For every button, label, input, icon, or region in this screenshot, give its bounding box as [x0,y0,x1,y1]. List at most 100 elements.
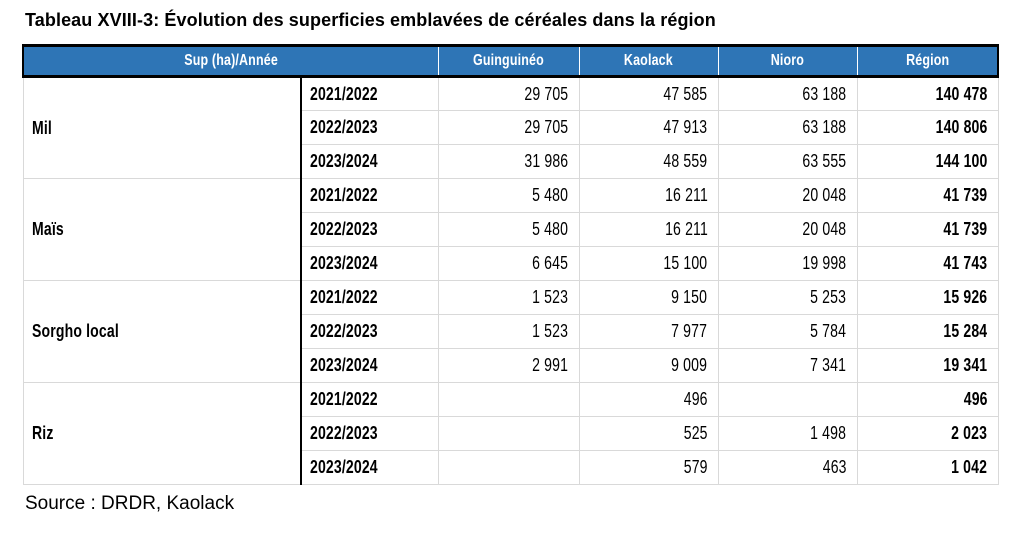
value: 41 739 [943,185,988,205]
value-cell: 9 150 [578,280,719,315]
table-row: 2022/2023 1 523 7 977 5 784 15 284 [23,314,999,349]
value: 7 341 [810,355,847,375]
value-cell: 48 559 [578,144,719,179]
value: 31 986 [524,151,569,171]
value: 16 211 [664,219,708,239]
value-cell: 7 341 [717,348,858,383]
table-row: 2022/2023 5 480 16 211 20 048 41 739 [23,212,999,247]
value-cell: 31 986 [437,144,580,179]
value: 1 523 [532,321,569,341]
crop-name: Sorgho local [31,321,119,341]
value: 63 188 [802,83,847,104]
year-cell: 2021/2022 [300,178,439,213]
value: 1 523 [532,287,569,307]
column-header-region: Région [856,44,1000,78]
value: 525 [683,423,708,443]
column-header-kaolack: Kaolack [578,44,719,78]
year-cell: 2021/2022 [300,382,439,417]
value-cell: 1 523 [437,280,580,315]
year-label: 2022/2023 [310,423,378,443]
value: 47 913 [663,117,708,137]
region-total-cell: 1 042 [856,450,999,485]
column-header-label: Kaolack [624,52,674,69]
column-header-label: Région [905,52,949,69]
region-total-cell: 2 023 [856,416,999,451]
value-cell: 15 100 [578,246,719,281]
crop-name-cell: Mil [22,76,302,179]
value-cell: 9 009 [578,348,719,383]
column-header-sup-ha-annee: Sup (ha)/Année [21,44,439,78]
year-cell: 2022/2023 [300,212,439,247]
value: 144 100 [935,151,988,171]
value: 5 480 [532,185,569,205]
value-cell: 5 784 [717,314,858,349]
value: 41 743 [943,253,988,273]
table-row: 2023/2024 579 463 1 042 [23,450,999,485]
region-total-cell: 41 739 [856,212,999,247]
value: 140 806 [935,117,988,137]
year-label: 2021/2022 [310,185,378,205]
table-title: Tableau XVIII-3: Évolution des superfici… [25,10,716,30]
value: 19 998 [802,253,847,273]
value-cell: 463 [717,450,858,485]
value: 2 991 [532,355,569,375]
value: 48 559 [663,151,708,171]
year-label: 2022/2023 [310,117,378,137]
value-cell: 496 [578,382,719,417]
crop-name: Riz [31,423,54,443]
region-total-cell: 41 743 [856,246,999,281]
value: 5 253 [810,287,847,307]
column-header-label: Guinguinéo [473,52,544,69]
value-cell: 29 705 [437,76,580,111]
value: 463 [822,457,847,477]
year-cell: 2021/2022 [300,280,439,315]
table-row: Maïs 2021/2022 5 480 16 211 20 048 41 739 [22,178,999,281]
value: 19 341 [943,355,988,375]
value-cell: 63 555 [717,144,858,179]
value-cell: 16 211 [578,178,719,213]
year-label: 2022/2023 [310,321,378,341]
value-cell: 525 [578,416,719,451]
value-cell: 20 048 [717,212,858,247]
column-header-guinguineo: Guinguinéo [437,44,580,78]
table-row: 2023/2024 6 645 15 100 19 998 41 743 [23,246,999,281]
value-cell [437,382,580,417]
region-total-cell: 144 100 [856,144,999,179]
table-row: Mil 2021/2022 29 705 47 585 63 188 140 478 [22,76,999,179]
value: 15 284 [943,321,988,341]
value: 1 042 [951,457,988,477]
year-label: 2021/2022 [310,83,378,104]
value-cell: 7 977 [578,314,719,349]
value-cell: 6 645 [437,246,580,281]
value-cell [437,416,580,451]
year-label: 2023/2024 [310,457,378,477]
year-cell: 2023/2024 [300,246,439,281]
year-cell: 2023/2024 [300,348,439,383]
year-label: 2021/2022 [310,389,378,409]
table-row: 2023/2024 2 991 9 009 7 341 19 341 [23,348,999,383]
crop-name-cell: Maïs [22,178,302,281]
value-cell: 47 913 [578,110,719,145]
value: 41 739 [943,219,988,239]
column-header-nioro: Nioro [717,44,858,78]
region-total-cell: 15 284 [856,314,999,349]
value-cell: 29 705 [437,110,580,145]
column-header-label: Nioro [770,52,805,69]
value: 9 150 [671,287,708,307]
table-row: 2022/2023 525 1 498 2 023 [23,416,999,451]
value-cell: 2 991 [437,348,580,383]
table-row: 2023/2024 31 986 48 559 63 555 144 100 [23,144,999,179]
value-cell [717,382,858,417]
value: 20 048 [802,185,847,205]
value-cell: 63 188 [717,76,858,111]
year-cell: 2023/2024 [300,450,439,485]
value-cell: 20 048 [717,178,858,213]
year-label: 2023/2024 [310,355,378,375]
value-cell: 19 998 [717,246,858,281]
table-row: Sorgho local 2021/2022 1 523 9 150 5 253 15 9… [22,280,999,383]
value: 15 100 [663,253,708,273]
year-cell: 2021/2022 [300,76,439,111]
value: 140 478 [935,83,988,104]
value: 16 211 [664,185,708,205]
